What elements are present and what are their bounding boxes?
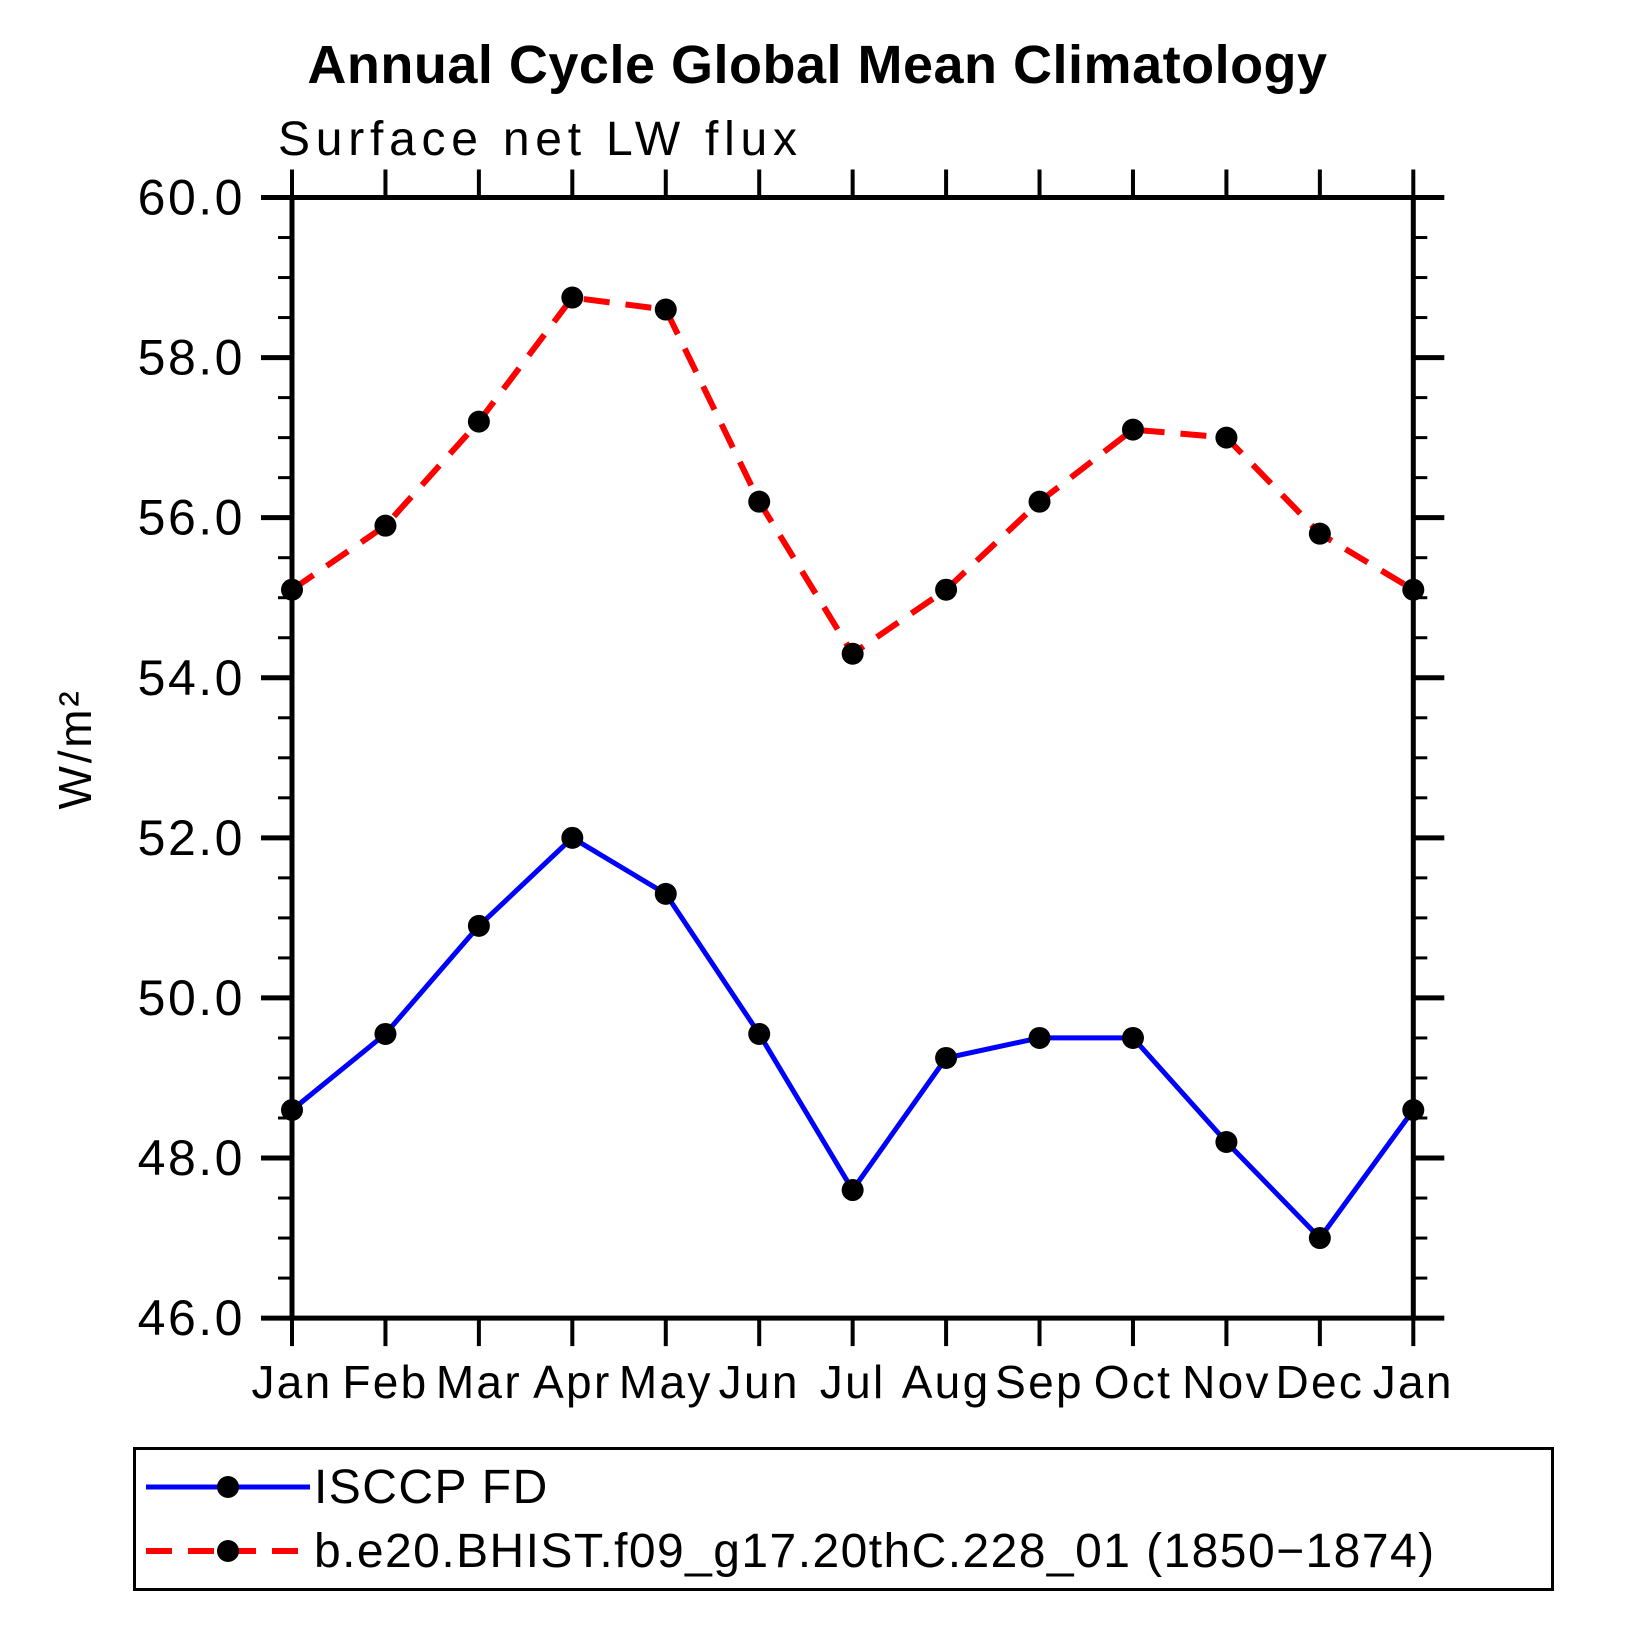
x-tick-label: Oct [1094,1356,1172,1408]
data-point-marker [748,490,771,513]
data-point-marker [654,882,677,905]
legend-box: ISCCP FD b.e20.BHIST.f09_g17.20thC.228_01… [133,1447,1554,1591]
y-tick-label: 56.0 [138,490,245,546]
x-tick-label: May [619,1356,713,1408]
data-point-marker [467,914,490,937]
plot-frame [289,195,1416,1321]
data-point-marker [374,514,397,537]
x-tick-label: Sep [995,1356,1084,1408]
data-point-marker [1215,1131,1238,1154]
data-point-marker [1121,418,1144,441]
legend-entry: b.e20.BHIST.f09_g17.20thC.228_01 (1850−1… [144,1524,1551,1578]
data-point-marker [1402,578,1425,601]
series-line [290,834,1416,1242]
legend-marker [217,1540,239,1562]
data-point-marker [1121,1026,1144,1049]
chart-subtitle: Surface net LW flux [278,113,803,166]
x-tick-label: Jun [719,1356,800,1408]
x-tick-label: Jan [251,1356,332,1408]
data-point-marker [935,1046,958,1069]
y-tick-label: 46.0 [138,1290,245,1346]
y-tick-label: 60.0 [138,170,245,226]
data-point-marker [281,1098,303,1121]
y-tick-label: 52.0 [138,810,245,866]
data-point-marker [841,642,864,665]
data-point-marker [561,826,584,849]
data-point-marker [281,578,303,601]
x-tick-label: Apr [533,1356,611,1408]
x-tick-label: Mar [436,1356,522,1408]
data-point-marker [561,286,584,309]
y-tick-label: 58.0 [138,330,245,386]
data-point-marker [935,578,958,601]
data-point-marker [1215,426,1238,449]
data-point-marker [1028,1026,1051,1049]
x-tick-label: Feb [342,1356,428,1408]
legend-line-sample [146,1540,310,1562]
legend-marker [217,1476,239,1498]
chart-title: Annual Cycle Global Mean Climatology [307,35,1328,95]
x-tick-label: Aug [902,1356,991,1408]
x-tick-label: Dec [1276,1356,1365,1408]
data-point-marker [1308,522,1331,545]
legend-entry: ISCCP FD [144,1460,1551,1514]
data-point-marker [1028,490,1051,513]
y-tick-label: 54.0 [138,650,245,706]
data-point-marker [654,298,677,321]
data-point-marker [467,410,490,433]
data-point-marker [1402,1098,1425,1121]
data-point-marker [374,1022,397,1045]
data-point-marker [748,1022,771,1045]
x-tick-label: Jul [820,1356,886,1408]
legend-label: b.e20.BHIST.f09_g17.20thC.228_01 (1850−1… [314,1524,1436,1578]
y-tick-label: 50.0 [138,970,245,1026]
y-tick-label: 48.0 [138,1130,245,1186]
data-point-marker [841,1179,864,1202]
legend-line-sample [146,1476,310,1498]
series-line [290,294,1415,658]
x-tick-label: Jan [1373,1356,1454,1408]
x-tick-label: Nov [1182,1356,1271,1408]
data-point-marker [1308,1227,1331,1250]
legend-label: ISCCP FD [314,1460,549,1514]
